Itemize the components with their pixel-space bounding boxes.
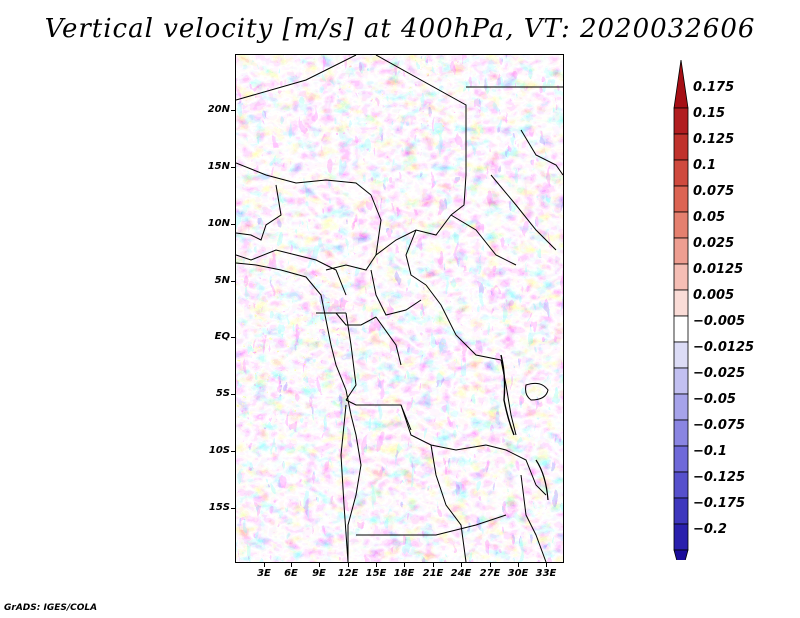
colorbar-segment [673, 237, 689, 265]
colorbar-label: 0.0125 [693, 262, 744, 277]
field-north-zone [336, 55, 466, 135]
colorbar-segment [673, 159, 689, 187]
lon-label: 3E [257, 568, 271, 579]
lat-label: 10S [208, 445, 230, 456]
lon-label: 33E [535, 568, 557, 579]
colorbar-segment [673, 471, 689, 499]
colorbar-segment [673, 523, 689, 551]
colorbar-segment [673, 185, 689, 213]
colorbar-label: −0.0125 [693, 340, 755, 355]
colorbar-segment [673, 107, 689, 135]
colorbar-label: −0.025 [693, 366, 746, 381]
colorbar-label: −0.05 [693, 392, 736, 407]
colorbar-label: 0.125 [693, 132, 735, 147]
grads-credit: GrADS: IGES/COLA [4, 603, 98, 613]
colorbar-segment [673, 393, 689, 421]
colorbar-label: 0.1 [693, 158, 717, 173]
lake-victoria [525, 382, 549, 401]
colorbar-segment [673, 263, 689, 291]
velocity-field [236, 55, 563, 562]
lat-label: 15N [207, 161, 230, 172]
lon-label: 6E [284, 568, 298, 579]
lon-label: 15E [365, 568, 387, 579]
colorbar [673, 60, 689, 560]
lon-label: 9E [312, 568, 326, 579]
colorbar-label: −0.125 [693, 470, 746, 485]
lon-label: 12E [337, 568, 359, 579]
colorbar-bottom-arrow [673, 549, 689, 560]
lon-label: 30E [507, 568, 529, 579]
colorbar-label: −0.075 [693, 418, 746, 433]
map-panel [235, 54, 564, 563]
colorbar-label: 0.05 [693, 210, 726, 225]
coastline [236, 262, 362, 562]
lat-label: 15S [208, 502, 230, 513]
colorbar-segment [673, 445, 689, 473]
lon-label: 24E [450, 568, 472, 579]
colorbar-label: 0.005 [693, 288, 735, 303]
lat-label: 20N [207, 104, 230, 115]
colorbar-segments [673, 60, 689, 560]
colorbar-segment [673, 419, 689, 447]
colorbar-segment [673, 289, 689, 317]
colorbar-label: 0.175 [693, 80, 735, 95]
lake-tanganyika [500, 354, 515, 436]
colorbar-segment [673, 497, 689, 525]
lat-label: EQ [214, 331, 230, 342]
field-central-zone [386, 295, 486, 365]
lat-label: 5N [214, 275, 230, 286]
colorbar-segment [673, 367, 689, 395]
colorbar-segment [673, 211, 689, 239]
colorbar-label: 0.15 [693, 106, 726, 121]
lat-label: 5S [215, 388, 230, 399]
colorbar-label: 0.025 [693, 236, 735, 251]
colorbar-label: −0.1 [693, 444, 727, 459]
country-borders [236, 55, 563, 562]
colorbar-segment [673, 315, 689, 343]
lat-label: 10N [207, 218, 230, 229]
colorbar-label: −0.175 [693, 496, 746, 511]
colorbar-top-arrow [673, 60, 689, 109]
field-convective-zone [236, 260, 351, 420]
chart-title: Vertical velocity [m/s] at 400hPa, VT: 2… [44, 14, 756, 44]
colorbar-segment [673, 133, 689, 161]
lake-malawi [535, 459, 549, 501]
lon-label: 27E [479, 568, 501, 579]
colorbar-segment [673, 341, 689, 369]
colorbar-label: −0.005 [693, 314, 746, 329]
colorbar-label: 0.075 [693, 184, 735, 199]
lon-label: 18E [393, 568, 415, 579]
lon-label: 21E [422, 568, 444, 579]
colorbar-label: −0.2 [693, 522, 727, 537]
